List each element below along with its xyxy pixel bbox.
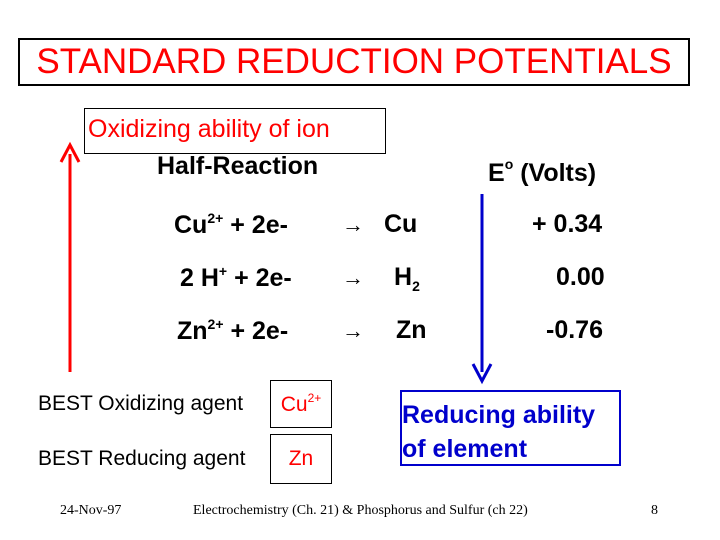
- reaction-1-product: Cu: [384, 210, 418, 238]
- reaction-3-potential: -0.76: [546, 316, 603, 344]
- half-reaction-header: Half-Reaction: [157, 152, 319, 180]
- reaction-2-potential: 0.00: [556, 263, 605, 291]
- best-reducing-agent-box: Zn: [270, 434, 332, 484]
- reaction-2-arrow: →: [342, 265, 364, 290]
- reducing-ability-label: Reducing ability of element: [402, 401, 596, 463]
- title-box: STANDARD REDUCTION POTENTIALS: [18, 38, 690, 86]
- reaction-1-potential: + 0.34: [532, 210, 603, 238]
- footer-date: 24-Nov-97: [60, 503, 122, 518]
- reducing-label-box: [400, 390, 621, 466]
- best-oxidizing-label: BEST Oxidizing agent: [38, 392, 244, 415]
- oxidizing-ability-label: Oxidizing ability of ion: [88, 115, 330, 143]
- best-oxidizing-agent-box: Cu2+: [270, 380, 332, 428]
- slide-title: STANDARD REDUCTION POTENTIALS: [36, 42, 672, 81]
- best-reducing-label: BEST Reducing agent: [38, 447, 246, 470]
- best-reducing-agent: Zn: [288, 447, 314, 470]
- reaction-3-product: Zn: [396, 316, 427, 344]
- footer-course: Electrochemistry (Ch. 21) & Phosphorus a…: [193, 503, 528, 518]
- red-up-arrow-icon: [59, 141, 81, 372]
- reaction-3-reactant: Zn2+ + 2e-: [177, 316, 289, 345]
- oxidizing-label-box: [84, 108, 386, 154]
- reaction-1-reactant: Cu2+ + 2e-: [174, 210, 288, 239]
- reaction-1-arrow: →: [342, 212, 364, 237]
- blue-down-arrow-icon: [471, 194, 493, 385]
- footer-page-number: 8: [651, 503, 658, 518]
- reaction-3-arrow: →: [342, 318, 364, 343]
- reaction-2-reactant: 2 H+ + 2e-: [180, 263, 292, 292]
- best-oxidizing-agent: Cu2+: [280, 391, 322, 416]
- reaction-2-product: H2: [394, 263, 420, 294]
- potential-header: Eo (Volts): [488, 156, 597, 187]
